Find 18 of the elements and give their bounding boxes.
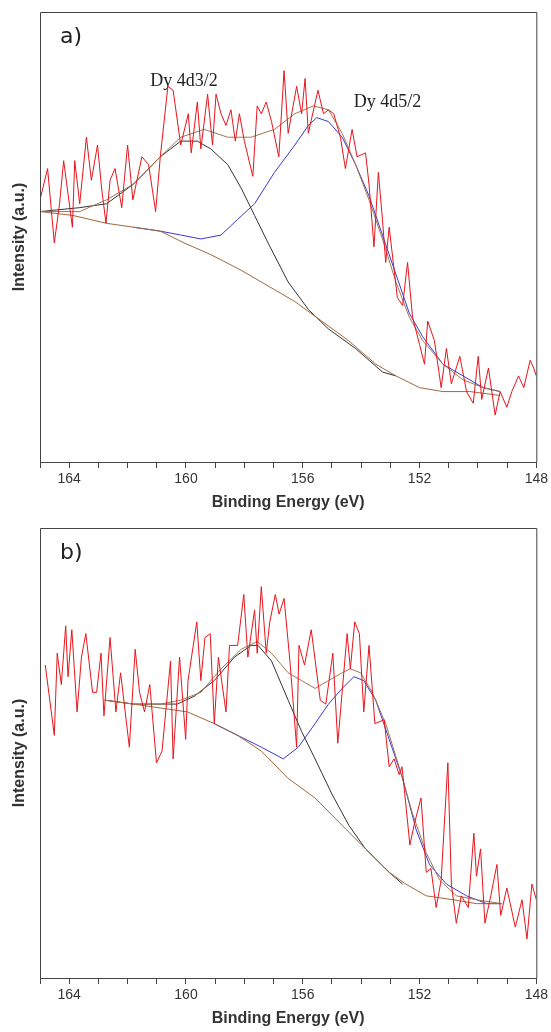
- x-tick-label: 148: [524, 470, 549, 487]
- x-tick-label: 156: [291, 470, 315, 487]
- x-tick-label: 160: [174, 986, 198, 1003]
- annotation: Dy 4d3/2: [150, 70, 218, 91]
- x-tick-label: 152: [407, 470, 432, 487]
- x-axis-title: Binding Energy (eV): [211, 1008, 365, 1026]
- y-axis-title: Intensity (a.u.): [10, 698, 28, 808]
- x-axis-title: Binding Energy (eV): [211, 492, 365, 510]
- x-tick-label: 152: [407, 986, 432, 1003]
- text: a): [60, 22, 83, 48]
- x-tick-label: 164: [57, 470, 82, 487]
- annotation: Dy 4d5/2: [353, 90, 422, 111]
- x-tick-label: 148: [524, 986, 549, 1003]
- x-tick-label: 160: [174, 470, 198, 487]
- x-tick-label: 164: [57, 986, 82, 1003]
- text: b): [60, 538, 83, 564]
- x-tick-label: 156: [291, 986, 315, 1003]
- y-axis-title: Intensity (a.u.): [10, 182, 28, 292]
